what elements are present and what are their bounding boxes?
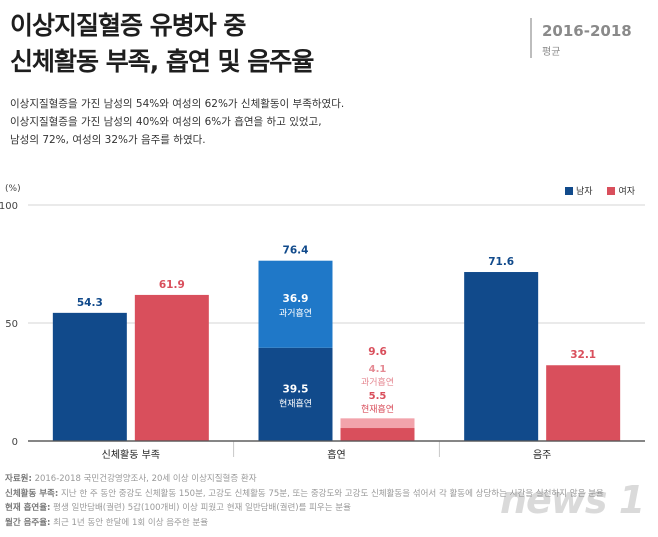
footer-smoking-def: 현재 흡연율: 평생 일반담배(궐련) 5갑(100개비) 이상 피웠고 현재 … [5, 503, 351, 513]
x-tick-label: 음주 [533, 449, 551, 461]
page-title-line-2: 신체활동 부족, 흡연 및 음주율 [10, 47, 314, 76]
segment-name-label: 과거흡연 [361, 376, 394, 388]
news1-watermark: news 1 [500, 478, 645, 522]
legend: 남자 여자 [565, 184, 635, 197]
bar [546, 365, 621, 441]
y-tick-label-100: 100 [0, 201, 18, 212]
period-sub: 평균 [542, 47, 561, 58]
segment-name-label: 현재흡연 [279, 397, 312, 409]
segment-value-label: 4.1 [369, 364, 387, 375]
bar-value-label: 9.6 [368, 346, 387, 358]
bar-value-label: 76.4 [283, 245, 309, 257]
bar-value-label: 71.6 [488, 256, 514, 268]
segment-value-label: 39.5 [283, 383, 309, 395]
footer-drinking-def: 월간 음주율: 최근 1년 동안 한달에 1회 이상 음주한 분율 [5, 517, 209, 528]
segment-name-label: 현재흡연 [361, 403, 394, 415]
bar-value-label: 54.3 [77, 297, 103, 309]
description-line-1: 이상지질혈증을 가진 남성의 54%와 여성의 62%가 신체활동이 부족하였다… [10, 98, 345, 110]
legend-swatch-male [565, 187, 573, 195]
page-title-line-1: 이상지질혈증 유병자 중 [10, 11, 246, 40]
bar-segment [258, 347, 333, 441]
bar [52, 312, 127, 441]
y-unit-label: (%) [5, 184, 21, 194]
legend-label-male: 남자 [576, 187, 593, 197]
segment-name-label: 과거흡연 [279, 307, 312, 319]
x-tick-label: 신체활동 부족 [102, 448, 160, 461]
y-tick-label-50: 50 [5, 319, 18, 330]
bar-segment [340, 418, 415, 429]
description-line-2: 이상지질혈증을 가진 남성의 40%와 여성의 6%가 흡연을 하고 있었고, [10, 116, 322, 128]
segment-value-label: 36.9 [283, 293, 309, 305]
legend-swatch-female [607, 187, 616, 195]
bar [134, 294, 209, 441]
bar-value-label: 32.1 [570, 349, 596, 361]
bar-value-label: 61.9 [159, 279, 185, 291]
footer-source: 자료원: 2016-2018 국민건강영양조사, 20세 이상 이상지질혈증 환… [5, 474, 257, 484]
bar [464, 272, 539, 441]
period-year: 2016-2018 [542, 22, 632, 40]
bar-segment [340, 428, 415, 441]
legend-label-female: 여자 [618, 187, 635, 197]
footer-activity-def: 신체활동 부족: 지난 한 주 동안 중강도 신체활동 150분, 고강도 신체… [5, 488, 604, 499]
bar-segment [258, 260, 333, 348]
description: 이상지질혈증을 가진 남성의 54%와 여성의 62%가 신체활동이 부족하였다… [10, 95, 344, 149]
segment-value-label: 5.5 [369, 391, 387, 402]
period-box: 2016-2018 평균 [530, 18, 640, 58]
description-line-3: 남성의 72%, 여성의 32%가 음주를 하였다. [10, 134, 206, 146]
y-tick-label-0: 0 [12, 437, 18, 448]
x-tick-label: 흡연 [327, 448, 345, 461]
title-block: 이상지질혈증 유병자 중 신체활동 부족, 흡연 및 음주율 [10, 8, 314, 80]
footer-notes: 자료원: 2016-2018 국민건강영양조사, 20세 이상 이상지질혈증 환… [5, 472, 604, 530]
